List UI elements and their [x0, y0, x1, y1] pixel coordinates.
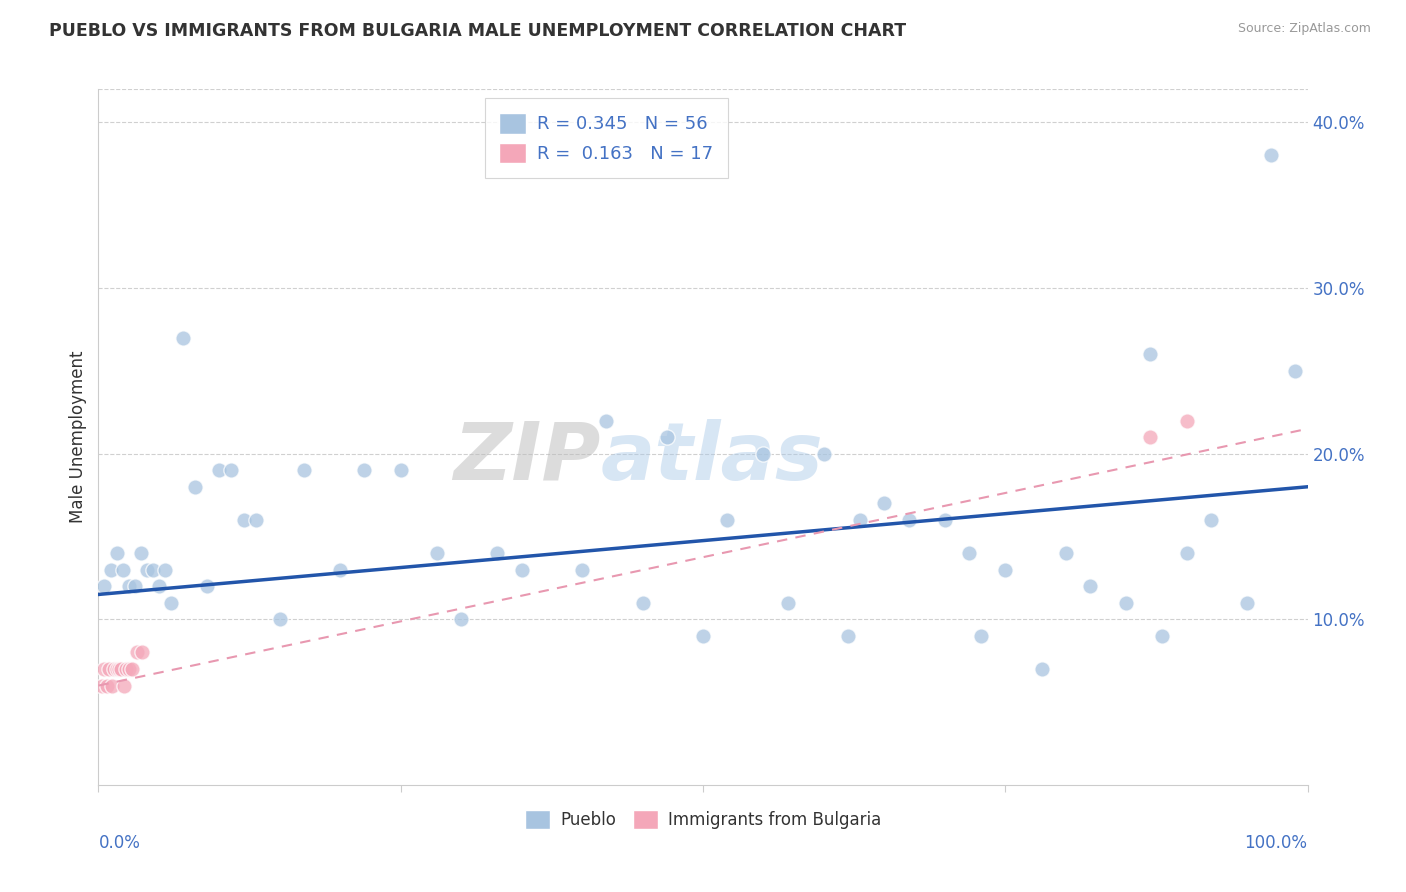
Point	[510, 563, 533, 577]
Point	[994, 563, 1017, 577]
Point	[934, 513, 956, 527]
Point	[571, 563, 593, 577]
Point	[329, 563, 352, 577]
Point	[112, 679, 135, 693]
Point	[129, 546, 152, 560]
Point	[1175, 546, 1198, 560]
Point	[100, 679, 122, 693]
Text: 0.0%: 0.0%	[98, 834, 141, 852]
Point	[108, 662, 131, 676]
Point	[897, 513, 920, 527]
Point	[100, 563, 122, 577]
Point	[1054, 546, 1077, 560]
Point	[93, 662, 115, 676]
Point	[1199, 513, 1222, 527]
Point	[1031, 662, 1053, 676]
Point	[221, 463, 243, 477]
Point	[1175, 413, 1198, 427]
Point	[96, 679, 118, 693]
Point	[91, 679, 114, 693]
Point	[1139, 347, 1161, 361]
Point	[813, 447, 835, 461]
Point	[353, 463, 375, 477]
Point	[124, 579, 146, 593]
Point	[105, 662, 128, 676]
Text: Source: ZipAtlas.com: Source: ZipAtlas.com	[1237, 22, 1371, 36]
Point	[142, 563, 165, 577]
Point	[184, 480, 207, 494]
Point	[110, 662, 132, 676]
Point	[957, 546, 980, 560]
Point	[131, 645, 153, 659]
Text: 100.0%: 100.0%	[1244, 834, 1308, 852]
Point	[127, 645, 149, 659]
Point	[153, 563, 176, 577]
Point	[752, 447, 775, 461]
Text: atlas: atlas	[600, 419, 823, 497]
Point	[1115, 596, 1137, 610]
Point	[292, 463, 315, 477]
Point	[1139, 430, 1161, 444]
Point	[1236, 596, 1258, 610]
Point	[389, 463, 412, 477]
Point	[160, 596, 183, 610]
Point	[118, 579, 141, 593]
Point	[98, 662, 121, 676]
Point	[631, 596, 654, 610]
Point	[776, 596, 799, 610]
Point	[486, 546, 509, 560]
Point	[121, 662, 143, 676]
Point	[692, 629, 714, 643]
Point	[450, 612, 472, 626]
Point	[595, 413, 617, 427]
Point	[873, 496, 896, 510]
Point	[148, 579, 170, 593]
Point	[1284, 364, 1306, 378]
Point	[93, 579, 115, 593]
Point	[1078, 579, 1101, 593]
Point	[1260, 148, 1282, 162]
Point	[195, 579, 218, 593]
Point	[716, 513, 738, 527]
Point	[118, 662, 141, 676]
Point	[970, 629, 993, 643]
Point	[655, 430, 678, 444]
Point	[135, 563, 157, 577]
Legend: Pueblo, Immigrants from Bulgaria: Pueblo, Immigrants from Bulgaria	[519, 803, 887, 836]
Text: PUEBLO VS IMMIGRANTS FROM BULGARIA MALE UNEMPLOYMENT CORRELATION CHART: PUEBLO VS IMMIGRANTS FROM BULGARIA MALE …	[49, 22, 907, 40]
Point	[111, 563, 134, 577]
Point	[232, 513, 254, 527]
Point	[837, 629, 859, 643]
Point	[115, 662, 138, 676]
Y-axis label: Male Unemployment: Male Unemployment	[69, 351, 87, 524]
Point	[208, 463, 231, 477]
Text: ZIP: ZIP	[453, 419, 600, 497]
Point	[1152, 629, 1174, 643]
Point	[103, 662, 125, 676]
Point	[245, 513, 267, 527]
Point	[269, 612, 291, 626]
Point	[172, 331, 194, 345]
Point	[849, 513, 872, 527]
Point	[105, 546, 128, 560]
Point	[426, 546, 449, 560]
